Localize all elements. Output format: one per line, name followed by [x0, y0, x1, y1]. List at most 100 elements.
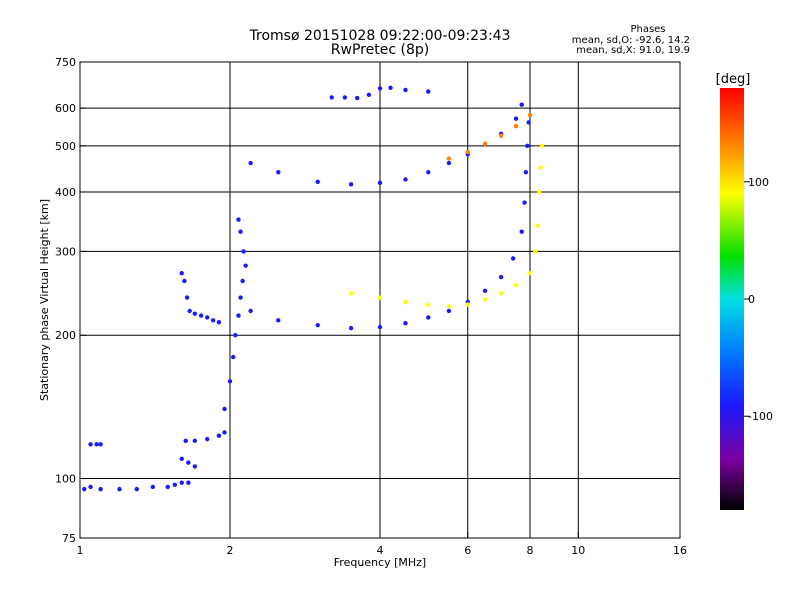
- data-point: [238, 229, 243, 234]
- data-point: [527, 112, 533, 118]
- data-point: [198, 313, 204, 318]
- data-point: [276, 170, 281, 175]
- data-point: [222, 430, 227, 435]
- data-point: [533, 249, 538, 254]
- data-point: [513, 123, 519, 129]
- data-point: [117, 486, 122, 492]
- data-point: [526, 120, 531, 125]
- data-point: [446, 160, 452, 166]
- data-point: [377, 324, 383, 330]
- data-point: [523, 170, 529, 175]
- y-tick-label: 400: [55, 186, 76, 199]
- data-point: [446, 304, 452, 309]
- data-point: [519, 229, 524, 234]
- data-point: [179, 271, 184, 276]
- data-point: [348, 291, 354, 296]
- data-point: [446, 156, 452, 161]
- data-point: [184, 295, 190, 300]
- y-axis-ticks: 75 100 200 300 400 500 600 750: [55, 56, 86, 545]
- x-tick-label: 1: [77, 544, 84, 557]
- data-point: [527, 271, 533, 276]
- data-point: [354, 95, 360, 101]
- data-point: [248, 308, 253, 314]
- data-point: [519, 102, 524, 107]
- data-point: [187, 308, 192, 314]
- colorbar: [720, 88, 744, 510]
- data-point: [329, 95, 334, 100]
- data-point: [238, 295, 243, 300]
- chart-title: Tromsø 20151028 09:22:00-09:23:43: [249, 28, 511, 44]
- data-point: [192, 438, 198, 444]
- data-point: [186, 460, 191, 465]
- data-point: [186, 480, 191, 485]
- data-point: [403, 177, 408, 182]
- data-point: [236, 217, 241, 222]
- data-point: [535, 223, 541, 228]
- y-tick-label: 500: [55, 140, 76, 153]
- data-point: [377, 86, 383, 91]
- data-point: [231, 354, 236, 360]
- data-point: [179, 456, 184, 462]
- data-point: [88, 484, 93, 490]
- stats-heading: Phases: [630, 24, 665, 35]
- colorbar-ticks: 100 0 -100: [744, 176, 773, 423]
- data-point: [182, 278, 187, 284]
- y-tick-label: 75: [62, 532, 76, 545]
- data-point: [465, 302, 470, 307]
- data-point: [538, 165, 543, 170]
- data-point: [192, 311, 198, 316]
- y-tick-label: 600: [55, 102, 76, 115]
- data-point: [342, 95, 348, 100]
- data-point: [482, 288, 488, 293]
- y-tick-label: 200: [55, 329, 76, 342]
- data-point: [227, 379, 233, 384]
- y-tick-label: 300: [55, 245, 76, 258]
- data-point: [98, 486, 103, 492]
- data-point: [204, 436, 210, 442]
- data-point: [315, 179, 320, 185]
- data-point: [482, 297, 488, 302]
- data-point: [94, 442, 99, 447]
- data-point: [498, 274, 504, 280]
- data-point: [276, 318, 281, 323]
- data-point: [513, 116, 519, 121]
- colorbar-label: [deg]: [716, 72, 751, 87]
- x-axis-ticks: 1 2 4 6 8 10 16: [77, 532, 687, 557]
- data-point: [134, 486, 139, 492]
- data-point: [82, 486, 87, 492]
- data-point: [513, 282, 519, 288]
- data-point: [525, 143, 530, 149]
- data-point: [98, 442, 103, 447]
- stats-o-mode: mean, sd,O: -92.6, 14.2: [572, 35, 690, 46]
- data-point: [204, 315, 210, 320]
- data-point: [233, 333, 238, 338]
- data-point: [243, 263, 248, 268]
- data-point: [150, 484, 156, 490]
- x-tick-label: 8: [527, 544, 534, 557]
- data-point: [366, 92, 372, 97]
- x-tick-label: 10: [571, 544, 585, 557]
- x-axis-label: Frequency [MHz]: [334, 556, 426, 569]
- data-point: [537, 189, 542, 195]
- data-point: [216, 320, 222, 325]
- y-tick-label: 750: [55, 56, 76, 69]
- x-tick-label: 4: [377, 544, 384, 557]
- data-point: [539, 143, 545, 149]
- data-point: [192, 464, 198, 469]
- x-tick-label: 2: [227, 544, 234, 557]
- data-point: [241, 249, 246, 254]
- data-point: [377, 180, 383, 186]
- data-point: [403, 320, 408, 326]
- y-tick-label: 100: [55, 473, 76, 486]
- data-point: [522, 200, 527, 205]
- data-point: [388, 85, 393, 91]
- data-point: [88, 442, 93, 447]
- data-point: [465, 149, 470, 155]
- colorbar-tick-label: 100: [748, 176, 769, 189]
- data-point: [446, 308, 452, 314]
- data-point: [236, 313, 241, 318]
- data-point: [510, 256, 516, 261]
- data-point: [240, 278, 245, 284]
- data-point: [403, 87, 408, 93]
- data-point: [498, 291, 504, 296]
